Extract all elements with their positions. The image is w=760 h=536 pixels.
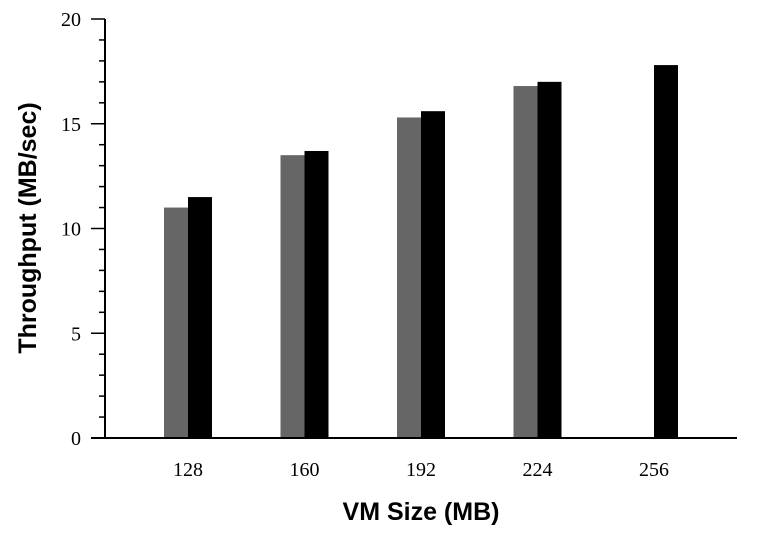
y-tick-label: 20 [61,9,81,31]
y-tick-label: 5 [71,323,81,345]
x-tick-label: 160 [290,459,320,481]
bar-series-2-224 [537,81,562,438]
bar-series-1-128 [164,207,188,438]
bar-series-2-256 [654,65,678,438]
x-tick-label: 192 [406,459,436,481]
bar-series-2-192 [421,111,445,439]
y-axis-title: Throughput (MB/sec) [14,102,42,353]
x-tick-label: 128 [173,459,203,481]
bar-series-2-128 [188,197,212,438]
x-axis-title: VM Size (MB) [343,498,500,526]
bars-group [164,65,678,439]
y-axis-tick-labels: 0 5 10 15 20 [61,9,81,450]
x-tick-label: 224 [523,459,553,481]
y-tick-label: 0 [71,428,81,450]
y-tick-label: 10 [61,219,81,241]
y-tick-label: 15 [61,114,81,136]
x-tick-label: 256 [639,459,669,481]
x-axis-tick-labels: 128 160 192 224 256 [173,459,669,481]
bar-series-1-192 [397,117,421,438]
bar-series-1-160 [280,155,305,439]
bar-series-2-160 [304,150,329,439]
y-axis-ticks [91,18,105,439]
bar-series-1-224 [513,86,538,438]
